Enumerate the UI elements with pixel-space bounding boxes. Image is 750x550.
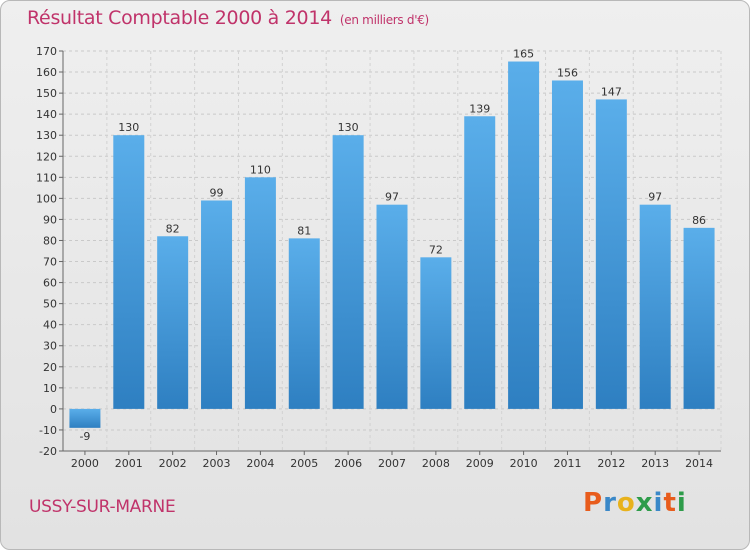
logo-letter: r	[603, 488, 617, 518]
commune-name: USSY-SUR-MARNE	[29, 497, 176, 517]
y-tick-label: 10	[43, 382, 57, 395]
y-tick-label: -20	[39, 445, 57, 458]
bar-2001	[113, 135, 145, 409]
value-label-2001: 130	[118, 121, 139, 134]
logo-letter: P	[583, 488, 604, 518]
bar-2006	[332, 135, 364, 409]
value-label-2012: 147	[601, 85, 622, 98]
chart-title: Résultat Comptable 2000 à 2014 (en millie…	[27, 7, 429, 29]
logo-letter: i	[676, 488, 687, 518]
y-tick-label: 80	[43, 234, 57, 247]
bar-2009	[464, 116, 496, 409]
y-tick-label: 30	[43, 340, 57, 353]
x-tick-label-2006: 2006	[334, 457, 362, 470]
y-tick-label: 20	[43, 361, 57, 374]
y-tick-label: 0	[50, 403, 57, 416]
y-tick-label: 140	[36, 108, 57, 121]
value-label-2005: 81	[297, 224, 311, 237]
y-tick-label: 70	[43, 256, 57, 269]
value-label-2007: 97	[385, 191, 399, 204]
value-label-2011: 156	[557, 66, 578, 79]
y-tick-label: 130	[36, 129, 57, 142]
logo-letter: x	[635, 488, 654, 518]
bar-2005	[288, 238, 320, 409]
y-tick-label: 50	[43, 298, 57, 311]
x-tick-label-2009: 2009	[466, 457, 494, 470]
value-label-2002: 82	[166, 222, 180, 235]
value-label-2010: 165	[513, 48, 534, 61]
value-label-2006: 130	[338, 121, 359, 134]
x-tick-label-2013: 2013	[641, 457, 669, 470]
bar-2007	[376, 204, 408, 409]
logo-letter: o	[616, 488, 636, 518]
y-tick-label: 90	[43, 213, 57, 226]
logo-letter: i	[653, 488, 664, 518]
x-tick-label-2001: 2001	[115, 457, 143, 470]
value-label-2014: 86	[692, 214, 706, 227]
y-tick-label: 160	[36, 66, 57, 79]
x-tick-label-2011: 2011	[553, 457, 581, 470]
value-label-2004: 110	[250, 163, 271, 176]
x-tick-label-2005: 2005	[290, 457, 318, 470]
chart-subtitle: (en milliers d'€)	[339, 13, 429, 27]
bar-2014	[683, 227, 715, 409]
proxiti-logo: Proxiti	[583, 488, 687, 518]
bar-2000	[69, 408, 101, 428]
value-label-2008: 72	[429, 243, 443, 256]
value-label-2013: 97	[648, 191, 662, 204]
x-tick-label-2003: 2003	[203, 457, 231, 470]
x-tick-label-2010: 2010	[510, 457, 538, 470]
y-tick-label: 120	[36, 150, 57, 163]
bar-2008	[420, 257, 452, 409]
x-tick-label-2000: 2000	[71, 457, 99, 470]
bar-2003	[201, 200, 233, 409]
x-tick-label-2008: 2008	[422, 457, 450, 470]
y-tick-label: 100	[36, 192, 57, 205]
bar-2013	[639, 204, 671, 409]
bar-2004	[244, 177, 276, 409]
value-label-2003: 99	[210, 186, 224, 199]
bar-2011	[551, 80, 583, 409]
bar-2012	[595, 99, 627, 409]
chart-title-text: Résultat Comptable 2000 à 2014	[27, 7, 332, 29]
y-tick-label: 40	[43, 319, 57, 332]
value-label-2009: 139	[469, 102, 490, 115]
bar-2010	[508, 61, 540, 409]
y-tick-label: 110	[36, 171, 57, 184]
x-tick-label-2002: 2002	[159, 457, 187, 470]
logo-letter: t	[663, 488, 677, 518]
x-tick-label-2007: 2007	[378, 457, 406, 470]
x-tick-label-2012: 2012	[597, 457, 625, 470]
y-tick-label: -10	[39, 424, 57, 437]
value-label-2000: -9	[79, 430, 90, 443]
bar-2002	[157, 236, 189, 409]
bar-chart: -20 -10 0 10 20 30 40 50 60 70 80 90 100 110 120 130 140…	[36, 45, 722, 470]
x-tick-label-2004: 2004	[246, 457, 274, 470]
y-tick-label: 60	[43, 277, 57, 290]
y-tick-label: 150	[36, 87, 57, 100]
x-tick-label-2014: 2014	[685, 457, 713, 470]
y-tick-label: 170	[36, 45, 57, 58]
